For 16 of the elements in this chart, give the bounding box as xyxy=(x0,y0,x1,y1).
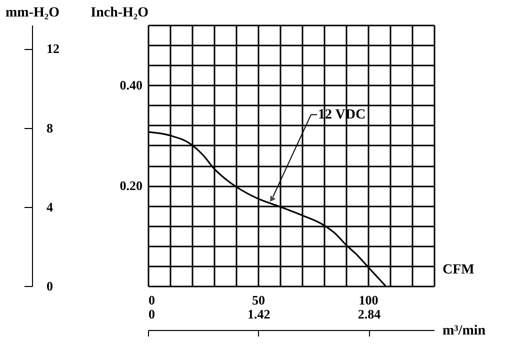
y2-tick-label: 0 xyxy=(46,278,53,294)
y2-tick-label: 12 xyxy=(46,41,60,56)
y-tick-label: 0.40 xyxy=(120,78,142,93)
x-tick-label: 50 xyxy=(252,292,265,308)
y-axis-title: Inch-H₂O xyxy=(90,6,149,20)
x-axis-title: CFM xyxy=(442,262,474,278)
y2-axis-title: mm-H₂O xyxy=(6,6,60,20)
x-tick-label: 0 xyxy=(148,292,155,308)
y2-tick-label: 4 xyxy=(46,199,54,214)
x2-axis-title: m³/min xyxy=(442,324,486,338)
x2-tick-label: 1.42 xyxy=(247,306,270,322)
y-tick-label: 0.20 xyxy=(120,178,142,194)
x2-tick-label: 2.84 xyxy=(358,306,382,322)
x2-tick-label: 0 xyxy=(148,306,155,322)
y2-tick-label: 8 xyxy=(46,120,54,136)
x-tick-label: 100 xyxy=(358,292,378,308)
